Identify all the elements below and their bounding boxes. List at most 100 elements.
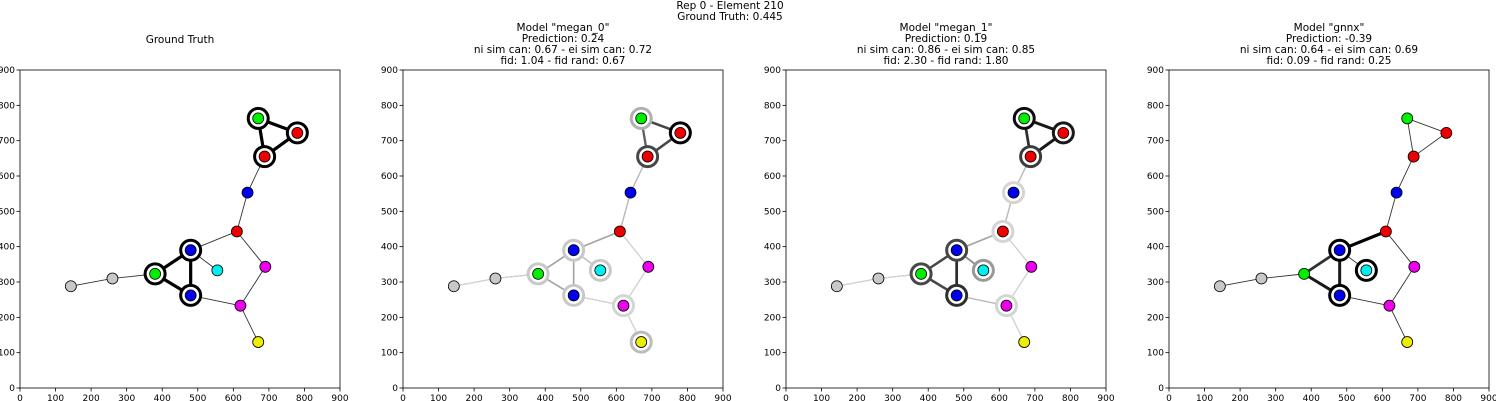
y-tick-label: 900 — [0, 66, 15, 76]
graph-node — [915, 267, 928, 280]
y-tick-label: 600 — [381, 172, 398, 182]
x-tick-label: 200 — [849, 394, 866, 401]
x-tick-label: 600 — [991, 394, 1008, 401]
graph-node — [1401, 336, 1414, 348]
graph-node — [259, 260, 272, 273]
graph-node — [950, 244, 963, 257]
graph-node — [635, 112, 648, 125]
x-tick-label: 700 — [1409, 394, 1426, 401]
y-tick-label: 700 — [1147, 137, 1164, 147]
y-tick-label: 900 — [1147, 66, 1164, 76]
graph-node — [447, 280, 460, 293]
x-tick-label: 100 — [430, 394, 447, 401]
plot-frame — [19, 69, 341, 389]
graph-node — [1000, 299, 1013, 312]
x-tick-label: 100 — [47, 394, 64, 401]
graph-edge — [1385, 192, 1398, 232]
figure-suptitle-line-1: Rep 0 - Element 210 — [676, 0, 783, 12]
y-tick-label: 900 — [764, 66, 781, 76]
graph-edge-importance — [619, 191, 632, 233]
y-tick-label: 800 — [1147, 101, 1164, 111]
graph-node — [977, 264, 990, 277]
x-tick-label: 600 — [225, 394, 242, 401]
graph-edge — [1396, 156, 1415, 194]
graph-node — [1018, 336, 1031, 348]
y-tick-label: 300 — [0, 278, 15, 288]
x-tick-label: 900 — [331, 394, 348, 401]
graph-edge — [239, 266, 266, 307]
graph-edge — [1388, 305, 1408, 343]
graph-edge-importance — [619, 230, 649, 268]
panel-title-line: Prediction: -0.39 — [1286, 33, 1372, 45]
x-tick-label: 300 — [884, 394, 901, 401]
graph-node — [1379, 225, 1392, 238]
graph-edge — [1413, 132, 1447, 158]
graph-node — [1057, 126, 1070, 139]
graph-edge — [1219, 278, 1262, 287]
x-tick-label: 500 — [572, 394, 589, 401]
panel-title-line: fid: 1.04 - fid rand: 0.67 — [501, 55, 626, 67]
chart-panels: Ground Truth 0 100 200 300 400 500 600 700 800 900… — [0, 22, 1496, 401]
graph-node — [252, 336, 265, 348]
x-tick-label: 100 — [1196, 394, 1213, 401]
x-tick-label: 900 — [714, 394, 731, 401]
x-tick-label: 200 — [466, 394, 483, 401]
y-tick-label: 800 — [381, 101, 398, 111]
x-tick-label: 700 — [643, 394, 660, 401]
panel-title-line: fid: 2.30 - fid rand: 1.80 — [884, 55, 1009, 67]
x-tick-label: 800 — [296, 394, 313, 401]
y-tick-label: 0 — [9, 384, 15, 394]
panel-title-line: Ground Truth — [146, 34, 215, 46]
graph-node — [1390, 186, 1403, 199]
x-tick-label: 400 — [154, 394, 171, 401]
graph-edge-importance — [836, 277, 880, 287]
x-tick-label: 300 — [501, 394, 518, 401]
panel-title-line: Prediction: 0.24 — [522, 33, 605, 45]
x-tick-label: 400 — [920, 394, 937, 401]
y-tick-label: 700 — [764, 137, 781, 147]
graph-node — [996, 225, 1009, 238]
y-tick-label: 500 — [381, 207, 398, 217]
y-tick-label: 200 — [381, 313, 398, 323]
graph-node — [258, 150, 271, 163]
x-tick-label: 400 — [1303, 394, 1320, 401]
graph-edge — [1406, 117, 1415, 158]
x-tick-label: 200 — [1232, 394, 1249, 401]
graph-node — [567, 244, 580, 257]
y-tick-label: 400 — [0, 243, 15, 253]
y-tick-label: 300 — [764, 278, 781, 288]
x-tick-label: 500 — [1338, 394, 1355, 401]
x-tick-label: 0 — [400, 394, 406, 401]
x-tick-label: 0 — [17, 394, 23, 401]
panel-title-line: Model "gnnx" — [1294, 22, 1365, 34]
y-tick-label: 0 — [1158, 384, 1164, 394]
y-tick-label: 600 — [764, 172, 781, 182]
graph-node — [641, 150, 654, 163]
graph-node — [1440, 126, 1453, 139]
panel-title-line: fid: 0.09 - fid rand: 0.25 — [1267, 55, 1392, 67]
graph-node — [567, 289, 580, 302]
graph-node — [1333, 289, 1346, 302]
x-tick-label: 900 — [1097, 394, 1114, 401]
y-tick-label: 100 — [0, 349, 15, 359]
y-tick-label: 100 — [1147, 349, 1164, 359]
y-tick-label: 500 — [1147, 207, 1164, 217]
graph-node — [230, 225, 243, 238]
x-tick-label: 600 — [608, 394, 625, 401]
panel-title-line: Prediction: 0.19 — [905, 33, 987, 45]
x-tick-label: 700 — [1026, 394, 1043, 401]
y-tick-label: 400 — [381, 243, 398, 253]
graph-edge — [1388, 266, 1415, 307]
y-tick-label: 300 — [1147, 278, 1164, 288]
graph-node — [489, 272, 502, 285]
y-tick-label: 400 — [1147, 243, 1164, 253]
plot-frame — [402, 69, 724, 389]
graph-node — [1018, 112, 1031, 125]
x-tick-label: 500 — [955, 394, 972, 401]
y-tick-label: 100 — [381, 349, 398, 359]
graph-node — [1333, 244, 1346, 257]
graph-node — [291, 126, 304, 139]
graph-node — [211, 264, 224, 277]
graph-node — [1255, 272, 1268, 285]
